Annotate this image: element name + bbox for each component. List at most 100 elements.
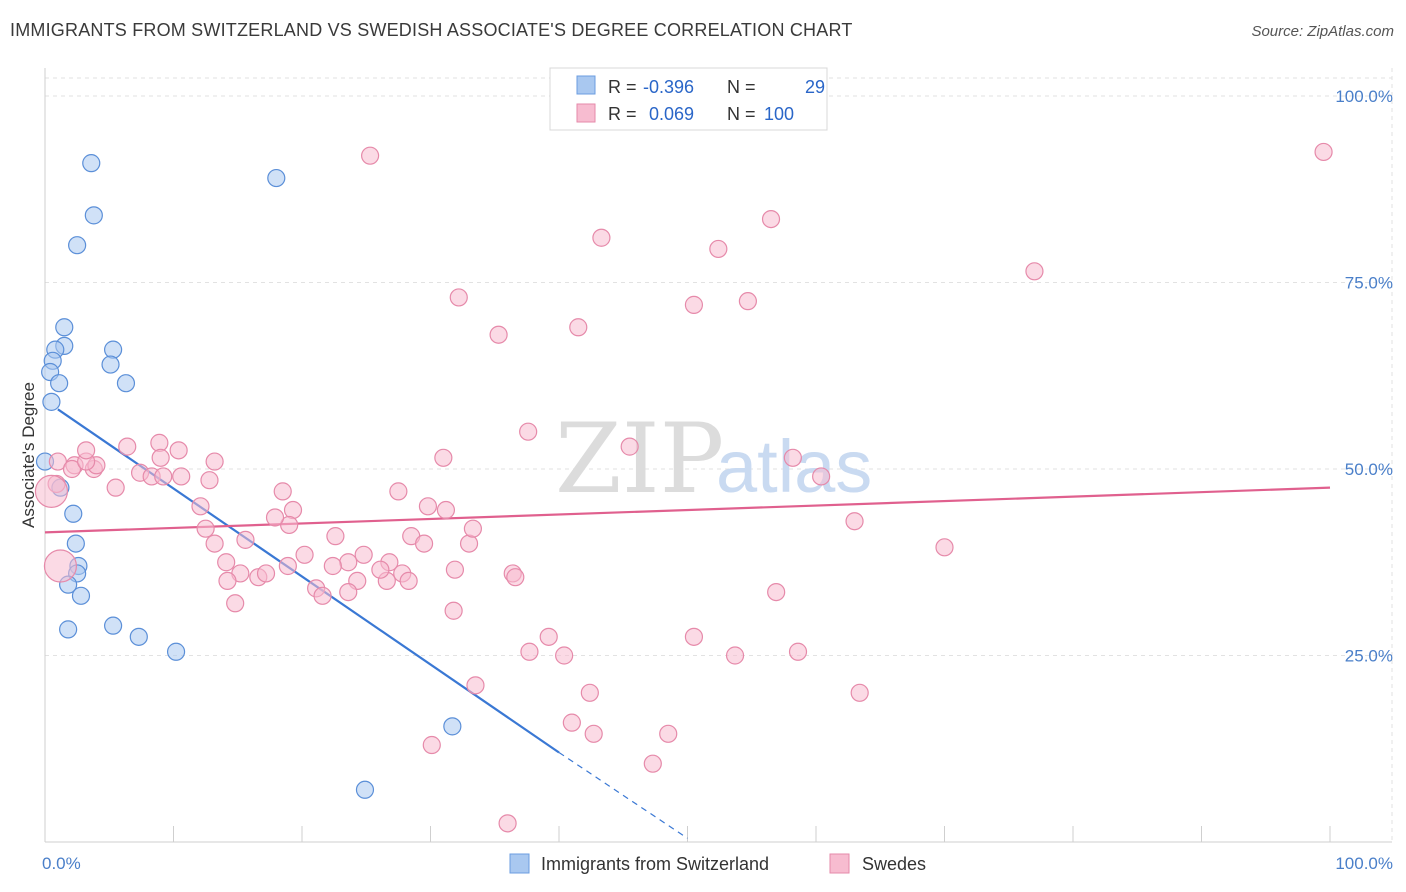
swedes-point <box>191 497 210 516</box>
switzerland-point <box>104 616 123 635</box>
swedes-point <box>236 530 255 549</box>
swedes-point <box>520 642 539 661</box>
stats-legend-box <box>549 67 828 131</box>
swedes-point <box>295 545 314 564</box>
switzerland-point <box>71 586 91 605</box>
watermark-zip: ZIP <box>555 403 724 515</box>
swedes-point <box>323 556 342 576</box>
legend-n-label: N = <box>727 104 756 124</box>
swedes-point <box>196 519 215 538</box>
swedes-point <box>34 474 69 508</box>
switzerland-point <box>42 392 61 411</box>
swedes-point <box>783 448 802 467</box>
x-tick-labels: 0.0% 100.0% <box>42 854 1393 873</box>
legend-n-value: 29 <box>805 77 825 97</box>
swedes-point <box>418 497 438 516</box>
swedes-point <box>788 642 808 661</box>
chart-title: IMMIGRANTS FROM SWITZERLAND VS SWEDISH A… <box>10 20 853 40</box>
swedes-point <box>273 482 292 501</box>
swedes-point <box>812 467 831 486</box>
legend-swatch-switzerland <box>576 75 596 95</box>
legend-n-label: N = <box>727 77 756 97</box>
y-tick-label: 25.0% <box>1345 647 1393 666</box>
switzerland-point <box>66 534 85 553</box>
swedes-point <box>151 448 170 467</box>
trend-line-swedes <box>44 486 1331 534</box>
swedes-point <box>449 288 468 307</box>
swedes-point <box>389 482 408 501</box>
switzerland-point <box>55 318 74 337</box>
swedes-point <box>205 534 224 553</box>
y-tick-label: 50.0% <box>1345 460 1393 479</box>
swedes-point <box>1314 142 1333 162</box>
swedes-point <box>414 534 434 553</box>
series-legend: Immigrants from Switzerland Swedes <box>509 853 926 874</box>
swedes-point <box>278 556 297 576</box>
swedes-point <box>265 508 285 527</box>
switzerland-point <box>129 627 148 646</box>
swedes-point <box>506 568 525 587</box>
switzerland-point <box>166 642 186 661</box>
legend-n-value: 100 <box>764 104 794 124</box>
swedes-point <box>489 325 508 344</box>
bottom-legend-swatch-swedes <box>829 853 850 874</box>
swedes-point <box>354 545 373 564</box>
switzerland-point <box>116 374 136 393</box>
swedes-point <box>498 814 517 833</box>
swedes-point <box>436 500 456 520</box>
swedes-point <box>154 467 173 486</box>
switzerland-point <box>64 504 83 523</box>
swedes-point <box>200 471 219 490</box>
watermark: ZIP atlas <box>555 403 872 515</box>
swedes-point <box>106 478 125 497</box>
trend-line-switzerland <box>57 408 560 754</box>
swedes-point <box>62 459 82 479</box>
swedes-point <box>569 318 588 337</box>
swedes-point <box>466 676 485 695</box>
swedes-point <box>584 724 603 743</box>
swedes-point <box>226 594 245 613</box>
switzerland-point <box>443 717 462 736</box>
swedes-point <box>555 646 574 665</box>
swedes-point <box>738 292 757 311</box>
swedes-point <box>43 549 78 583</box>
switzerland-point <box>101 355 120 374</box>
swedes-point <box>761 209 781 229</box>
swedes-point <box>422 735 441 755</box>
legend-r-value: -0.396 <box>643 77 694 97</box>
switzerland-point <box>267 168 286 188</box>
swedes-point <box>620 437 639 456</box>
swedes-point <box>463 519 483 538</box>
switzerland-point <box>50 374 69 393</box>
bottom-legend-label-swedes: Swedes <box>862 854 926 874</box>
swedes-point <box>1025 262 1044 281</box>
bottom-legend-label-switzerland: Immigrants from Switzerland <box>541 854 769 874</box>
swedes-point <box>767 582 786 602</box>
swedes-point <box>539 627 558 646</box>
swedes-point <box>562 713 581 732</box>
switzerland-point <box>355 780 375 799</box>
bottom-legend-swatch-switzerland <box>509 853 530 874</box>
swedes-point <box>684 627 704 646</box>
y-tick-label: 100.0% <box>1335 87 1393 106</box>
swedes-point <box>172 467 191 486</box>
swedes-point <box>459 534 479 553</box>
switzerland-point <box>59 620 78 639</box>
swedes-point <box>313 586 332 605</box>
swedes-point <box>709 239 728 259</box>
swedes-point <box>580 683 599 702</box>
x-tick-label: 0.0% <box>42 854 81 873</box>
switzerland-point <box>68 236 87 255</box>
swedes-point <box>850 683 869 702</box>
swedes-point <box>326 527 345 546</box>
swedes-point <box>643 754 662 773</box>
swedes-point <box>361 146 380 165</box>
switzerland-point <box>104 340 123 359</box>
x-tick-label: 100.0% <box>1335 854 1393 873</box>
swedes-point <box>434 448 453 467</box>
swedes-point <box>519 422 538 441</box>
switzerland-point <box>82 154 101 173</box>
swedes-point <box>684 295 704 314</box>
swedes-point <box>256 564 276 583</box>
